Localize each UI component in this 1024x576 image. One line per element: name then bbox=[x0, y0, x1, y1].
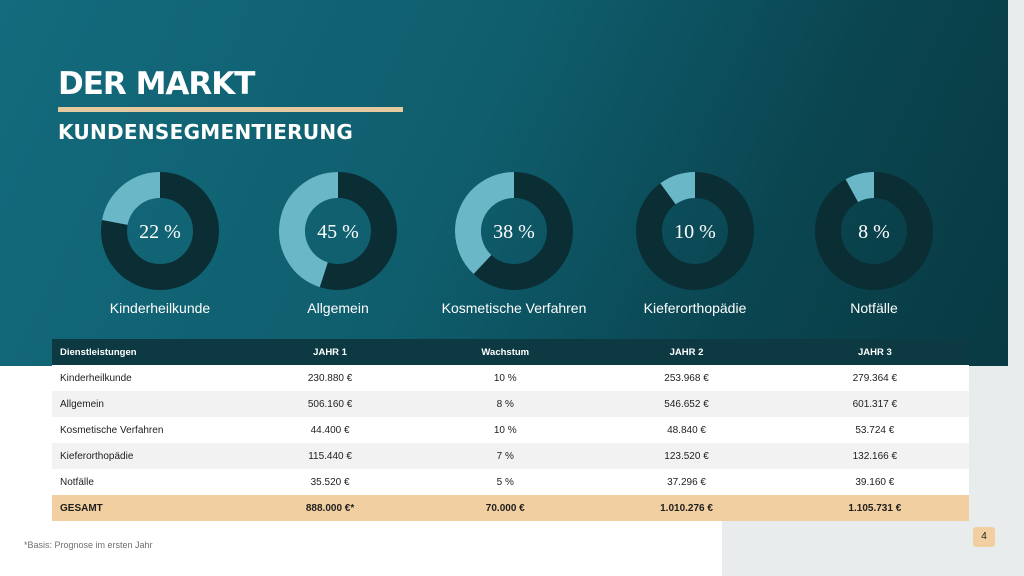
donut-segment bbox=[279, 172, 339, 288]
table-cell: 1.010.276 € bbox=[592, 495, 781, 521]
table-cell: 8 % bbox=[418, 391, 593, 417]
table-cell: 115.440 € bbox=[242, 443, 419, 469]
table-cell: 253.968 € bbox=[592, 365, 781, 391]
donut-label: Kieferorthopädie bbox=[643, 300, 747, 316]
donut-segment bbox=[455, 172, 515, 274]
table-cell: 132.166 € bbox=[780, 443, 969, 469]
table-cell: 10 % bbox=[418, 365, 593, 391]
donut-label: Kosmetische Verfahren bbox=[441, 300, 587, 316]
table-total-row: GESAMT 888.000 €* 70.000 € 1.010.276 € 1… bbox=[52, 495, 969, 521]
table-cell: 230.880 € bbox=[242, 365, 419, 391]
table-cell: GESAMT bbox=[52, 495, 242, 521]
donut-chart: 22 % bbox=[101, 172, 219, 290]
donut-chart: 10 % bbox=[636, 172, 754, 290]
title-accent-bar bbox=[58, 107, 403, 112]
table-cell: Kosmetische Verfahren bbox=[52, 417, 242, 443]
table-row: Notfälle 35.520 € 5 % 37.296 € 39.160 € bbox=[52, 469, 969, 495]
donut-notfaelle: 8 % Notfälle bbox=[784, 166, 964, 326]
donut-segment bbox=[845, 172, 875, 203]
table-cell: 70.000 € bbox=[418, 495, 593, 521]
table-cell: 39.160 € bbox=[780, 469, 969, 495]
donut-percent: 38 % bbox=[493, 221, 535, 243]
table-cell: 601.317 € bbox=[780, 391, 969, 417]
table-cell: 888.000 €* bbox=[242, 495, 419, 521]
donut-percent: 45 % bbox=[317, 221, 359, 243]
table-cell: 506.160 € bbox=[242, 391, 419, 417]
slide-subtitle: KUNDENSEGMENTIERUNG bbox=[58, 120, 354, 144]
table-cell: 37.296 € bbox=[592, 469, 781, 495]
table-cell: 7 % bbox=[418, 443, 593, 469]
donut-percent: 8 % bbox=[858, 221, 890, 243]
table-cell: 1.105.731 € bbox=[780, 495, 969, 521]
table-header-row: Dienstleistungen JAHR 1 Wachstum JAHR 2 … bbox=[52, 339, 969, 365]
table-cell: 48.840 € bbox=[592, 417, 781, 443]
table-cell: 53.724 € bbox=[780, 417, 969, 443]
slide-title: DER MARKT bbox=[58, 66, 255, 102]
donut-percent: 10 % bbox=[674, 221, 716, 243]
table-row: Kinderheilkunde 230.880 € 10 % 253.968 €… bbox=[52, 365, 969, 391]
column-header: JAHR 2 bbox=[592, 339, 781, 365]
donut-chart: 45 % bbox=[279, 172, 397, 290]
table-row: Allgemein 506.160 € 8 % 546.652 € 601.31… bbox=[52, 391, 969, 417]
donut-label: Allgemein bbox=[307, 300, 369, 316]
table-row: Kieferorthopädie 115.440 € 7 % 123.520 €… bbox=[52, 443, 969, 469]
donut-allgemein: 45 % Allgemein bbox=[248, 166, 428, 326]
table-cell: 10 % bbox=[418, 417, 593, 443]
footnote: *Basis: Prognose im ersten Jahr bbox=[24, 540, 153, 550]
table-cell: Kinderheilkunde bbox=[52, 365, 242, 391]
donut-chart: 8 % bbox=[815, 172, 933, 290]
donut-segment bbox=[102, 172, 161, 226]
table-cell: 279.364 € bbox=[780, 365, 969, 391]
table-cell: 5 % bbox=[418, 469, 593, 495]
table-cell: Notfälle bbox=[52, 469, 242, 495]
donut-chart: 38 % bbox=[455, 172, 573, 290]
donut-kinderheilkunde: 22 % Kinderheilkunde bbox=[70, 166, 250, 326]
donut-kosmetische-verfahren: 38 % Kosmetische Verfahren bbox=[424, 166, 604, 326]
donut-percent: 22 % bbox=[139, 221, 181, 243]
donut-label: Notfälle bbox=[850, 300, 898, 316]
table-cell: 44.400 € bbox=[242, 417, 419, 443]
column-header: JAHR 1 bbox=[242, 339, 419, 365]
page-number: 4 bbox=[973, 527, 995, 547]
table-row: Kosmetische Verfahren 44.400 € 10 % 48.8… bbox=[52, 417, 969, 443]
column-header: Wachstum bbox=[418, 339, 593, 365]
table-cell: Allgemein bbox=[52, 391, 242, 417]
column-header: JAHR 3 bbox=[780, 339, 969, 365]
donut-kieferorthopaedie: 10 % Kieferorthopädie bbox=[605, 166, 785, 326]
donut-segment bbox=[660, 172, 696, 205]
donut-label: Kinderheilkunde bbox=[109, 300, 211, 316]
table-cell: 123.520 € bbox=[592, 443, 781, 469]
segment-table: Dienstleistungen JAHR 1 Wachstum JAHR 2 … bbox=[52, 339, 969, 521]
table-cell: Kieferorthopädie bbox=[52, 443, 242, 469]
table-cell: 546.652 € bbox=[592, 391, 781, 417]
table-cell: 35.520 € bbox=[242, 469, 419, 495]
column-header: Dienstleistungen bbox=[52, 339, 242, 365]
